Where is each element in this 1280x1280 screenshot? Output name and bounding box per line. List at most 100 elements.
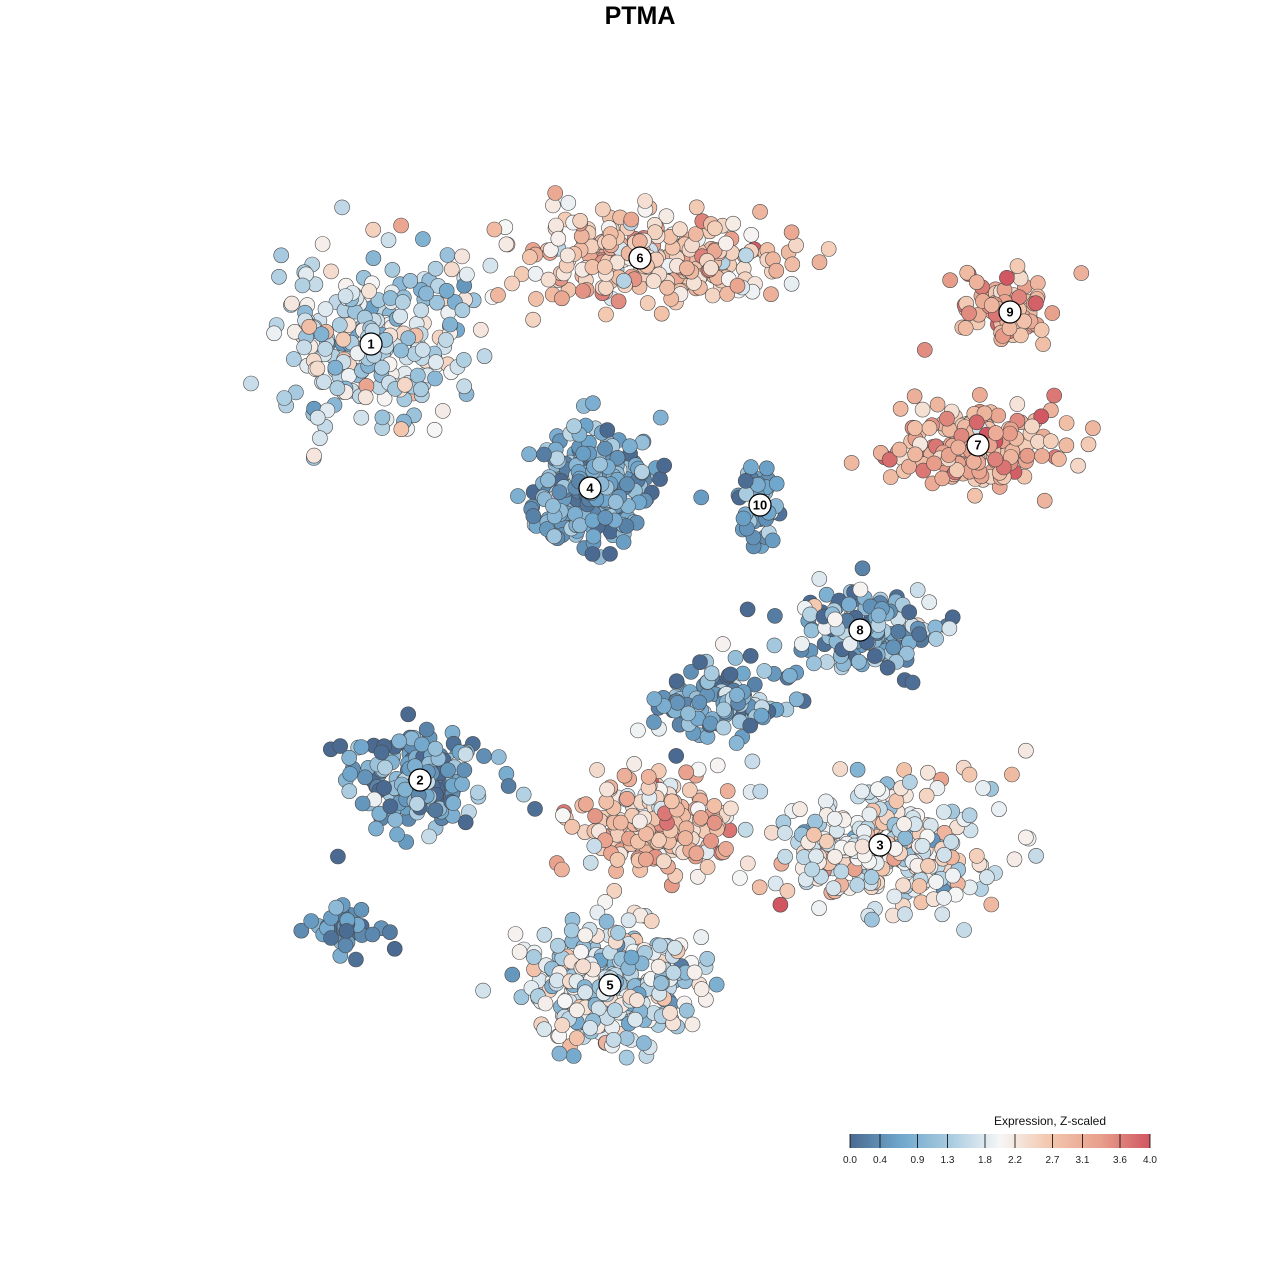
cluster-labels-layer: 1 6 9 7 4 10 8 2 3 5	[359, 246, 1022, 997]
cell-point	[916, 342, 933, 358]
cell-point	[921, 594, 938, 611]
cell-point	[907, 446, 924, 463]
cell-point	[652, 409, 669, 426]
cell-point	[897, 906, 913, 923]
cell-point	[486, 221, 503, 238]
cell-point	[706, 814, 723, 831]
cell-point	[413, 381, 429, 398]
cell-point	[545, 498, 561, 514]
cell-point	[555, 807, 571, 824]
cell-point	[811, 900, 827, 917]
cell-point	[409, 795, 425, 812]
cell-point	[306, 447, 322, 464]
cell-point	[763, 286, 779, 303]
cell-point	[1070, 457, 1086, 474]
cell-point	[348, 951, 364, 968]
cell-point	[630, 722, 646, 739]
cell-point	[672, 221, 688, 237]
cell-point	[1058, 415, 1075, 431]
cell-point	[914, 401, 931, 418]
cell-point	[353, 901, 370, 918]
cell-point	[926, 455, 942, 472]
cell-point	[841, 596, 857, 613]
cell-point	[594, 201, 611, 218]
cell-point	[371, 805, 388, 822]
cell-point	[597, 894, 614, 910]
cell-point	[719, 783, 736, 799]
cell-point	[783, 275, 800, 292]
cell-point	[781, 667, 798, 684]
cell-point	[294, 277, 311, 294]
cell-point	[550, 230, 567, 247]
cell-point	[409, 367, 426, 384]
cell-point	[418, 721, 435, 738]
cell-point	[806, 826, 822, 843]
cell-point	[586, 838, 603, 854]
cell-point	[907, 420, 923, 436]
cell-point	[983, 297, 1000, 313]
cell-point	[655, 853, 672, 870]
cell-point	[677, 830, 694, 847]
cell-point	[328, 899, 345, 916]
cluster-label-3: 3	[868, 833, 892, 857]
cell-point	[341, 749, 358, 766]
cell-point	[784, 256, 801, 273]
cell-point	[619, 476, 635, 493]
cell-point	[1033, 408, 1049, 425]
cell-point	[536, 446, 552, 463]
cell-point	[357, 769, 373, 786]
cell-point	[942, 272, 958, 289]
cell-point	[890, 623, 907, 640]
cell-point	[266, 325, 282, 342]
colorbar-tick-label: 0.4	[873, 1155, 887, 1166]
cell-point	[1080, 436, 1097, 453]
cell-point	[1018, 829, 1034, 846]
cell-point	[334, 199, 350, 216]
cell-point	[323, 930, 339, 946]
cell-point	[572, 213, 589, 229]
cell-point	[732, 870, 748, 886]
cell-point	[807, 813, 823, 830]
cell-point	[1085, 420, 1101, 437]
cell-point	[397, 781, 413, 798]
cell-point	[317, 341, 334, 357]
cell-point	[309, 409, 326, 426]
cell-point	[647, 224, 663, 240]
cell-point	[990, 407, 1007, 424]
cell-point	[827, 611, 843, 628]
cell-point	[718, 841, 734, 857]
cell-point	[616, 767, 633, 784]
cluster-label-8: 8	[848, 618, 872, 642]
cell-point	[427, 260, 444, 277]
cell-point	[1034, 448, 1050, 464]
cell-point	[585, 395, 601, 412]
cell-point	[602, 546, 618, 562]
cell-point	[715, 719, 732, 736]
cell-point	[1009, 396, 1026, 412]
cell-point	[536, 926, 553, 943]
colorbar-tick-label: 2.2	[1008, 1155, 1022, 1166]
cell-point	[870, 781, 886, 798]
cell-point	[382, 924, 398, 941]
cell-point	[854, 783, 870, 800]
cell-point	[777, 848, 793, 865]
cell-point	[504, 966, 521, 983]
cell-point	[699, 950, 716, 967]
cell-point	[703, 833, 719, 849]
cell-point	[914, 838, 931, 854]
cell-point	[652, 471, 668, 487]
cell-point	[885, 639, 902, 656]
cell-point	[620, 912, 637, 929]
cell-point	[646, 691, 663, 707]
cell-point	[482, 257, 499, 274]
cell-point	[693, 929, 710, 946]
cell-point	[706, 220, 723, 237]
cell-point	[623, 949, 640, 966]
cell-point	[439, 247, 456, 263]
cell-point	[983, 896, 1000, 913]
cluster-label-badge	[408, 768, 432, 792]
cell-point	[691, 694, 708, 711]
cell-point	[400, 706, 417, 723]
cell-point	[665, 964, 682, 981]
cell-point	[1058, 437, 1075, 454]
